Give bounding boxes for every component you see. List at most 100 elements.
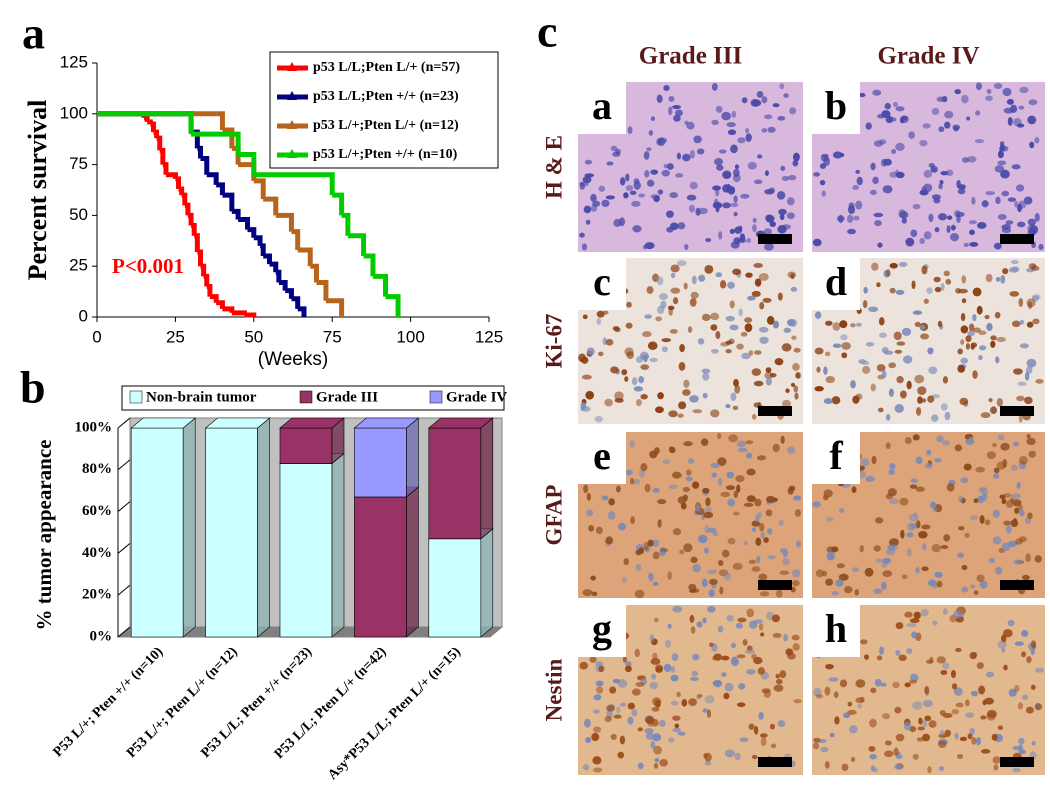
cell xyxy=(885,115,894,124)
cell xyxy=(727,281,735,289)
cell xyxy=(913,611,921,620)
cell xyxy=(627,716,634,725)
scale-bar xyxy=(1000,757,1034,767)
y-tick-label: 100 xyxy=(60,103,88,122)
letter-box xyxy=(812,82,860,134)
cell xyxy=(904,682,911,688)
cell xyxy=(778,519,784,526)
micrograph: f xyxy=(812,432,1045,598)
cell xyxy=(970,690,979,697)
cell xyxy=(734,752,741,761)
cell xyxy=(629,190,637,196)
cell xyxy=(981,200,989,208)
cell xyxy=(631,709,638,717)
cell xyxy=(733,195,738,203)
cell xyxy=(689,181,698,190)
cell xyxy=(602,337,607,346)
scale-bar xyxy=(758,580,792,590)
cell xyxy=(672,727,682,733)
cell xyxy=(724,749,735,758)
cell xyxy=(710,409,720,418)
scale-bar xyxy=(1000,406,1034,416)
cell xyxy=(584,173,595,178)
cell xyxy=(934,571,943,578)
cell xyxy=(975,466,986,473)
cell xyxy=(795,372,801,379)
cell xyxy=(765,509,773,517)
cell xyxy=(814,347,824,355)
cell xyxy=(979,515,985,524)
cell xyxy=(923,298,929,304)
cell xyxy=(938,766,945,771)
cell xyxy=(582,764,590,771)
cell xyxy=(670,674,679,682)
cell xyxy=(835,579,844,587)
cell xyxy=(1015,184,1025,192)
cell xyxy=(748,723,755,730)
row-label: GFAP xyxy=(541,485,566,546)
cell xyxy=(686,121,695,130)
cell xyxy=(677,413,684,418)
cell xyxy=(999,494,1006,499)
cell xyxy=(746,495,756,503)
cell xyxy=(713,653,723,661)
cell xyxy=(1006,98,1015,105)
cell xyxy=(586,509,594,517)
cell xyxy=(717,433,722,439)
cell xyxy=(676,691,681,698)
cell xyxy=(746,238,751,243)
cell xyxy=(725,348,732,354)
cell xyxy=(789,107,797,115)
cell xyxy=(637,762,644,770)
cell xyxy=(863,286,868,294)
cell xyxy=(916,520,921,529)
cell xyxy=(704,760,712,766)
cell xyxy=(662,459,671,464)
row-label: Ki-67 xyxy=(541,314,566,369)
cell xyxy=(763,537,769,543)
cell xyxy=(645,716,655,725)
cell xyxy=(965,438,975,445)
cell xyxy=(649,681,659,690)
cell xyxy=(712,185,721,191)
cell xyxy=(969,242,979,247)
cell xyxy=(585,390,595,400)
cell xyxy=(672,528,682,536)
cell xyxy=(838,508,845,513)
cell xyxy=(1034,667,1045,673)
cell xyxy=(997,150,1004,159)
cell xyxy=(677,222,686,230)
cell xyxy=(629,477,635,485)
survival-step xyxy=(216,111,225,131)
cell xyxy=(896,341,906,346)
cell xyxy=(764,371,774,379)
cell xyxy=(931,544,941,553)
letter-box xyxy=(578,432,626,484)
cell xyxy=(776,191,786,200)
cell xyxy=(919,237,925,245)
cell xyxy=(988,397,993,403)
cell xyxy=(754,498,762,507)
survival-step xyxy=(147,119,153,125)
legend-box xyxy=(121,385,505,411)
cell xyxy=(716,164,724,171)
cell xyxy=(696,148,705,155)
cell xyxy=(744,323,753,333)
cell xyxy=(1018,737,1025,745)
cell xyxy=(724,682,734,692)
image-letter: b xyxy=(825,83,847,128)
cell xyxy=(875,558,882,563)
cell xyxy=(657,498,667,505)
cell xyxy=(663,663,672,672)
bar-segment xyxy=(353,486,420,638)
cell xyxy=(852,567,860,572)
cell xyxy=(970,584,976,589)
x-tick-label: 0 xyxy=(92,327,101,346)
survival-step xyxy=(291,296,301,309)
cell xyxy=(604,715,612,723)
cell xyxy=(631,377,638,386)
cell xyxy=(832,322,841,331)
cell xyxy=(592,756,602,765)
cell xyxy=(885,413,891,421)
cell xyxy=(939,179,944,185)
